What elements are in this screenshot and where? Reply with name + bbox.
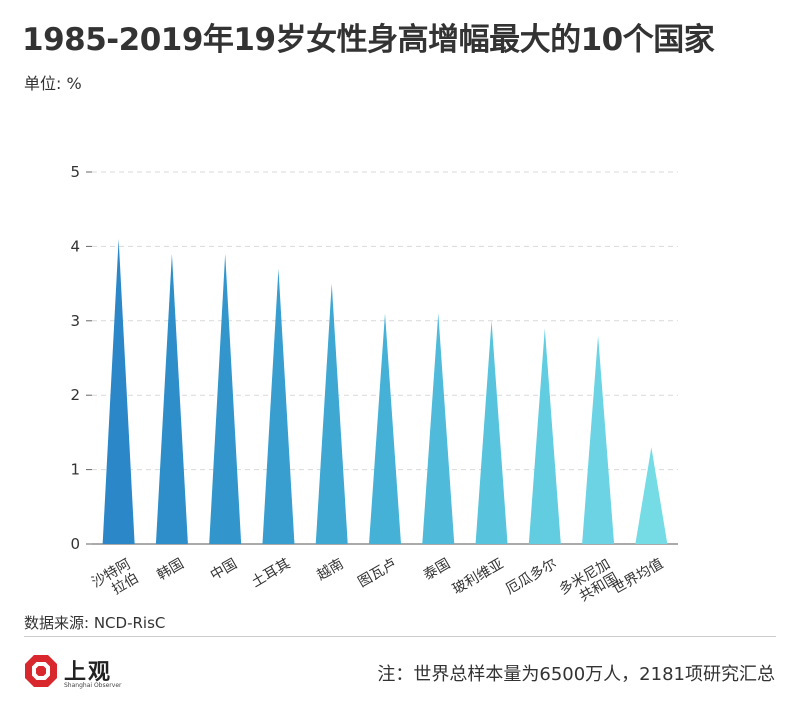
bar-8 [528,328,561,544]
bar-3 [262,268,295,544]
bar-9 [582,335,615,544]
y-tick-label: 0 [70,535,80,553]
bar-4 [315,283,348,544]
x-tick-label: 韩国 [154,556,186,584]
y-tick-label: 5 [70,163,80,181]
x-tick-label: 图瓦卢 [355,556,399,591]
shanghai-observer-logo: 上观 Shanghai Observer [24,652,164,696]
data-source: 数据来源: NCD-RisC [24,614,166,632]
x-tick-label: 厄瓜多尔 [503,555,560,598]
bar-5 [369,313,401,544]
bar-0 [102,238,135,544]
logo-subtext: Shanghai Observer [64,682,122,689]
bar-2 [209,253,242,544]
footnote: 注：世界总样本量为6500万人，2181项研究汇总 [377,664,775,685]
chart-title: 1985-2019年19岁女性身高增幅最大的10个国家 [22,22,715,58]
x-tick-label: 土耳其 [249,556,293,591]
y-tick-label: 3 [70,312,80,330]
bar-1 [155,253,188,544]
x-tick-label: 越南 [314,556,346,584]
bar-10 [635,447,668,544]
y-tick-label: 4 [70,237,80,255]
x-tick-label: 玻利维亚 [450,556,506,598]
unit-label: 单位: % [24,74,82,93]
bar-7 [475,320,508,544]
y-tick-label: 1 [70,461,80,479]
x-tick-label: 世界均值 [610,556,666,598]
footer-divider [24,636,776,637]
y-tick-label: 2 [70,386,80,404]
x-tick-label: 泰国 [421,556,453,584]
logo-octagon-icon [25,655,57,687]
logo-text: 上观 [64,660,113,685]
bar-6 [422,313,455,544]
x-tick-label: 中国 [208,556,240,584]
x-tick-label: 沙特阿拉伯 [89,556,141,605]
